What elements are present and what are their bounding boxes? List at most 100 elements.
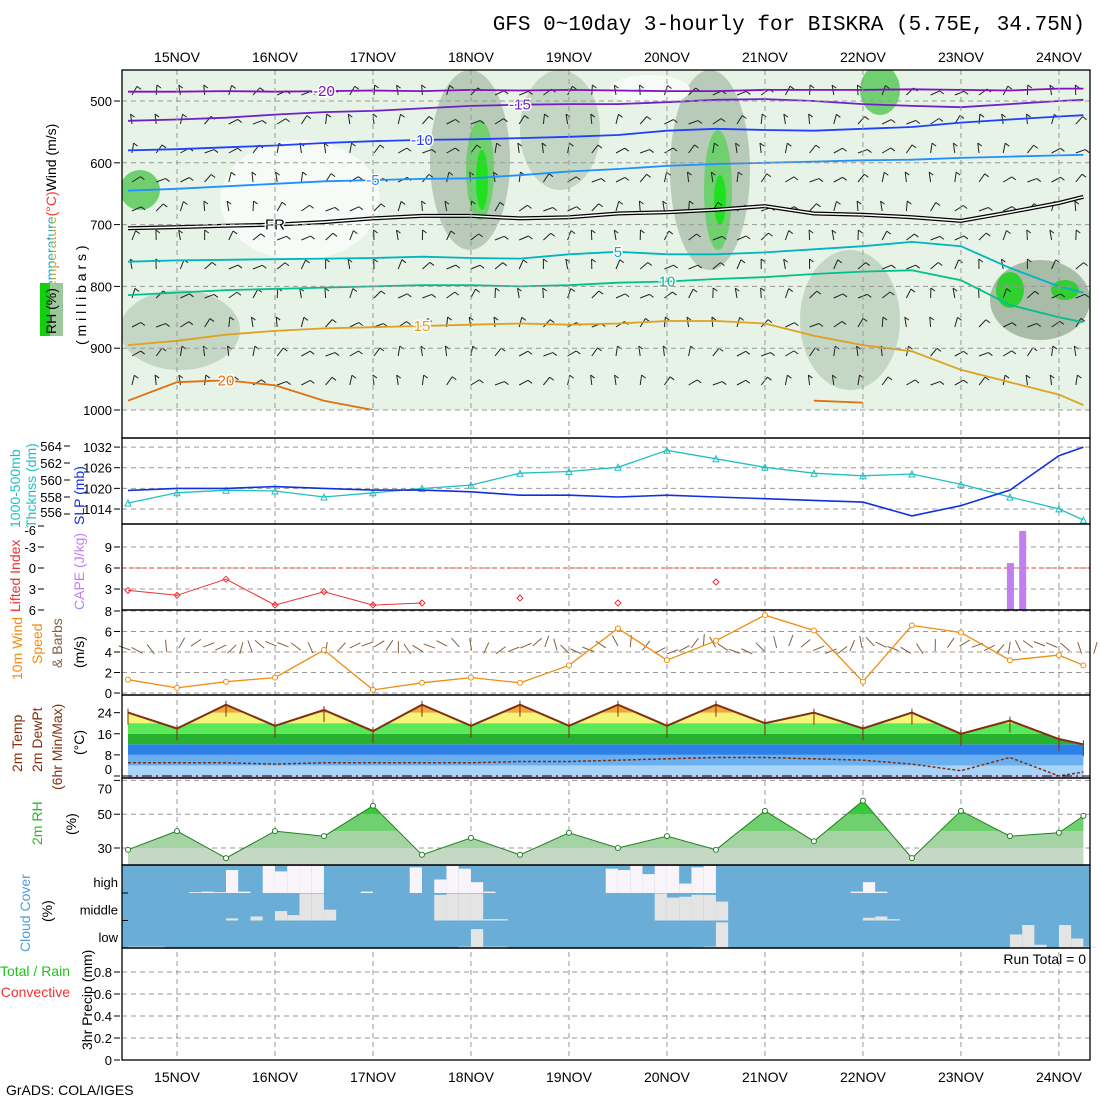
cloud-bar-high bbox=[238, 891, 251, 893]
wind10m-barb bbox=[800, 639, 811, 648]
thickness-tick-label: 560 bbox=[40, 473, 62, 488]
wind-barb-flag bbox=[527, 379, 533, 384]
wind-barb bbox=[833, 321, 843, 328]
wind-barb bbox=[735, 143, 738, 154]
wind-barb-flag bbox=[396, 229, 401, 234]
wind-barb bbox=[204, 375, 207, 386]
wind-barb bbox=[954, 205, 964, 212]
label-li: Lifted Index bbox=[7, 540, 23, 612]
cloud-bar-middle bbox=[679, 896, 692, 921]
li-point bbox=[173, 591, 181, 600]
isotherm-line bbox=[127, 153, 1084, 192]
wind-barb-flag bbox=[746, 91, 751, 95]
wind-barb bbox=[131, 322, 142, 328]
rh2m-point bbox=[908, 855, 915, 862]
wind10m-barb bbox=[1007, 641, 1011, 654]
wind-barb-flag bbox=[673, 264, 678, 269]
wind-barb-flag bbox=[237, 147, 242, 152]
wind-barb-flag bbox=[597, 347, 602, 352]
wind10m-barb bbox=[849, 640, 856, 652]
thickness-point bbox=[712, 454, 720, 463]
wind-barb-flag bbox=[856, 345, 861, 350]
wind-barb bbox=[761, 352, 771, 357]
wind-barb bbox=[662, 201, 665, 212]
wind10m-barb bbox=[495, 646, 506, 655]
isotherm-line bbox=[127, 269, 1084, 324]
wind10m-barb bbox=[813, 645, 825, 651]
wind-barb-flag bbox=[1004, 142, 1010, 147]
cloud-bar-middle bbox=[274, 911, 288, 921]
wind-barb-flag bbox=[447, 316, 452, 321]
cloud-bar-high bbox=[311, 866, 324, 893]
wind-barb bbox=[470, 120, 481, 125]
wind-barb-flag bbox=[1049, 229, 1055, 234]
wind-barb-flag bbox=[140, 176, 145, 181]
wind-barb-flag bbox=[783, 258, 788, 263]
pressure-tick-label: 900 bbox=[90, 341, 112, 356]
wind-barb-flag bbox=[862, 317, 868, 322]
cloud-bar-middle bbox=[666, 897, 680, 921]
wind-barb bbox=[663, 316, 666, 328]
wind-barb-flag bbox=[354, 85, 359, 90]
wind10m-barb bbox=[859, 635, 863, 648]
wind-barb-flag bbox=[517, 142, 523, 147]
wind-barb bbox=[373, 290, 382, 299]
wind-barb bbox=[831, 375, 835, 386]
wind-barb-flag bbox=[696, 379, 702, 384]
wind-barb-flag bbox=[285, 118, 291, 123]
wind-barb bbox=[396, 375, 399, 386]
wind-barb bbox=[301, 235, 311, 241]
li-tick-label: -3 bbox=[24, 540, 36, 555]
li-point bbox=[418, 599, 426, 607]
wind10m-point bbox=[614, 625, 621, 632]
label-temperature-wind: Temperature(°C)Wind (m/s) bbox=[43, 124, 59, 295]
wind-barb bbox=[180, 177, 190, 183]
wind-barb-flag bbox=[1027, 258, 1032, 263]
wind-barb-flag bbox=[468, 316, 474, 321]
wind-barb-flag bbox=[155, 229, 161, 234]
wind-barb bbox=[712, 381, 723, 386]
wind-barb bbox=[518, 379, 529, 386]
cloud-bar-middle bbox=[875, 916, 888, 921]
wind10m-barb bbox=[227, 644, 237, 654]
pressure-tick-label: 800 bbox=[90, 279, 112, 294]
wind-barb bbox=[760, 376, 768, 386]
wind-barb-flag bbox=[1006, 230, 1011, 234]
wind-barb-flag bbox=[479, 120, 485, 124]
date-label-top: 24NOV bbox=[1036, 49, 1083, 65]
temp-tick-label: 0 bbox=[105, 762, 112, 777]
wind-barb-flag bbox=[379, 347, 385, 352]
wind-barb-flag bbox=[618, 113, 623, 118]
temp-labels: 2m Temp 2m DewPt (6hr Min/Max) (°C) bbox=[9, 704, 87, 790]
wind-barb bbox=[131, 350, 141, 357]
wind10m-point bbox=[859, 678, 866, 685]
date-label-bottom: 22NOV bbox=[840, 1069, 887, 1085]
wind-barb bbox=[349, 322, 359, 328]
wind-barb-flag bbox=[261, 379, 266, 384]
wind-barb bbox=[833, 201, 837, 212]
wind-barb bbox=[227, 346, 230, 357]
cape-tick-label: 3 bbox=[105, 582, 112, 597]
wind-barb-flag bbox=[687, 171, 692, 176]
isotherm-line bbox=[127, 240, 1084, 294]
chart-title: GFS 0~10day 3-hourly for BISKRA (5.75E, … bbox=[493, 14, 1085, 37]
wind-barb-flag bbox=[161, 144, 167, 149]
wind10m-barb bbox=[916, 643, 924, 654]
wind-barb bbox=[543, 376, 551, 386]
wind-barb bbox=[446, 172, 450, 183]
wind-barb-flag bbox=[286, 381, 291, 385]
cloud-bar-high bbox=[691, 867, 704, 893]
wind-barb-flag bbox=[904, 171, 910, 176]
wind-barb-flag bbox=[503, 90, 509, 95]
temp-band bbox=[128, 765, 1084, 776]
wind-barb bbox=[688, 144, 695, 154]
wind-barb bbox=[276, 118, 286, 125]
wind-barb-flag bbox=[305, 259, 310, 264]
slp-line bbox=[127, 446, 1084, 517]
wind-barb bbox=[446, 291, 456, 299]
wind-barb bbox=[518, 115, 526, 125]
cloud-bar-middle bbox=[654, 893, 667, 921]
wind-barb-flag bbox=[231, 85, 236, 89]
wind-barb-flag bbox=[718, 347, 724, 352]
wind10m-point bbox=[1006, 657, 1013, 664]
